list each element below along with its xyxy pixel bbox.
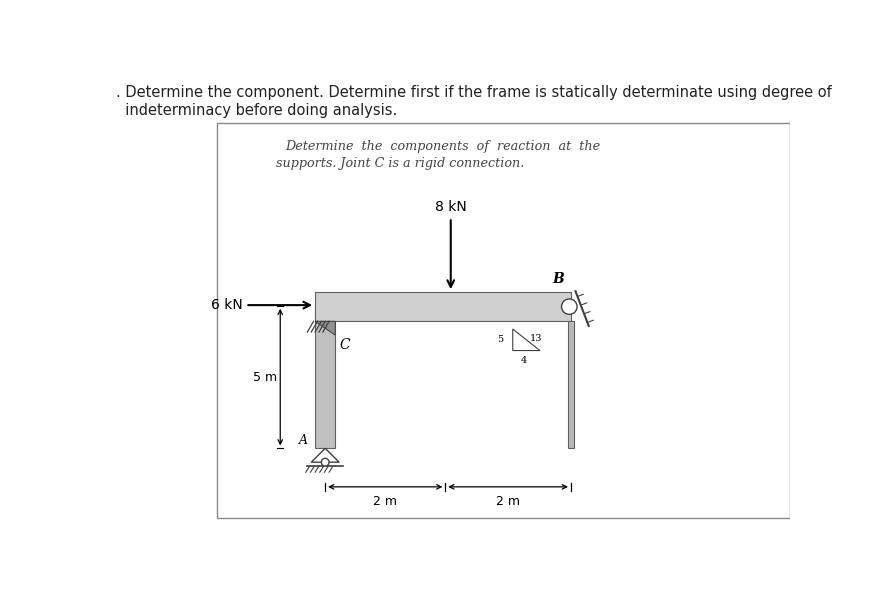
Circle shape [561, 299, 576, 314]
Text: 8 kN: 8 kN [434, 200, 466, 214]
Bar [217, 123, 789, 517]
Text: Determine  the  components  of  reaction  at  the: Determine the components of reaction at … [285, 140, 600, 153]
Text: . Determine the component. Determine first if the frame is statically determinat: . Determine the component. Determine fir… [116, 85, 831, 100]
Text: A: A [299, 434, 308, 447]
Text: 2 m: 2 m [496, 494, 519, 507]
Text: 5: 5 [496, 335, 503, 345]
Text: indeterminacy before doing analysis.: indeterminacy before doing analysis. [116, 104, 396, 118]
Text: supports. Joint C is a rigid connection.: supports. Joint C is a rigid connection. [276, 157, 524, 170]
Circle shape [321, 458, 329, 466]
Polygon shape [315, 321, 335, 335]
Text: B: B [552, 272, 563, 286]
Bar [315, 306, 335, 448]
Text: 2 m: 2 m [373, 494, 396, 507]
Text: 6 kN: 6 kN [210, 298, 242, 312]
Polygon shape [310, 448, 339, 462]
Text: 13: 13 [529, 334, 542, 343]
Text: 4: 4 [521, 356, 527, 365]
Text: C: C [339, 338, 350, 352]
Bar [315, 292, 570, 321]
Text: 5 m: 5 m [253, 371, 277, 384]
Bar [567, 321, 574, 448]
